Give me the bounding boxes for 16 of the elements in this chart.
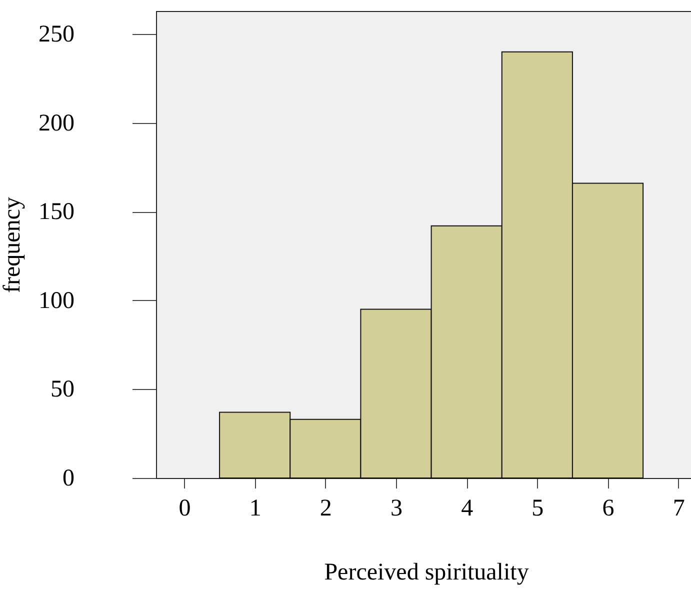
y-axis-title: frequency [0,197,26,293]
x-tick-label: 5 [532,496,544,522]
x-tick-label: 7 [672,496,685,522]
x-tick-label: 2 [320,496,332,522]
x-tick-label: 4 [461,496,474,522]
y-tick-label: 50 [50,376,74,403]
x-tick-label: 1 [249,496,262,522]
y-tick-label: 200 [38,110,74,136]
y-tick-label: 150 [38,199,74,226]
x-tick-label: 0 [178,496,191,522]
y-tick-label: 250 [38,22,74,48]
x-tick-label: 3 [390,496,402,522]
x-axis-title: Perceived spirituality [324,560,529,586]
y-tick-label: 100 [38,288,74,314]
x-tick-label: 6 [602,496,614,522]
y-tick-label: 0 [62,466,74,492]
